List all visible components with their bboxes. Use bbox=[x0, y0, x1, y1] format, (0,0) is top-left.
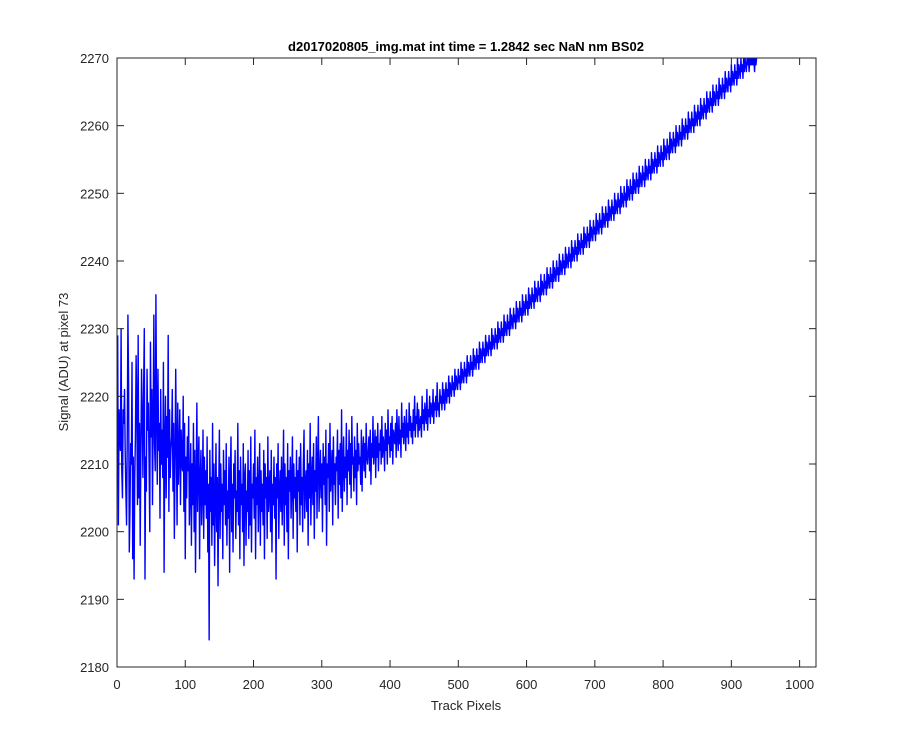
y-axis-label: Signal (ADU) at pixel 73 bbox=[56, 293, 71, 432]
x-axis-ticks: 0 100 200 300 400 500 600 700 800 900 1000 bbox=[113, 58, 814, 692]
y-tick-label: 2270 bbox=[80, 51, 109, 66]
chart-title: d2017020805_img.mat int time = 1.2842 se… bbox=[288, 39, 644, 54]
y-axis-ticks: 2180 2190 2200 2210 2220 2230 2240 2250 2260 2270 bbox=[80, 51, 816, 675]
axes-box bbox=[116, 57, 817, 668]
x-tick-label: 900 bbox=[721, 677, 743, 692]
y-tick-label: 2220 bbox=[80, 389, 109, 404]
x-tick-label: 700 bbox=[584, 677, 606, 692]
signal-series-line bbox=[117, 58, 758, 641]
y-tick-label: 2200 bbox=[80, 525, 109, 540]
y-tick-label: 2250 bbox=[80, 186, 109, 201]
x-axis-label: Track Pixels bbox=[431, 698, 502, 713]
y-tick-label: 2240 bbox=[80, 254, 109, 269]
y-tick-label: 2230 bbox=[80, 322, 109, 337]
y-tick-label: 2210 bbox=[80, 457, 109, 472]
x-tick-label: 500 bbox=[447, 677, 469, 692]
x-tick-label: 400 bbox=[379, 677, 401, 692]
y-tick-label: 2260 bbox=[80, 119, 109, 134]
x-tick-label: 0 bbox=[113, 677, 120, 692]
y-tick-label: 2180 bbox=[80, 660, 109, 675]
x-tick-label: 100 bbox=[174, 677, 196, 692]
x-tick-label: 800 bbox=[652, 677, 674, 692]
x-tick-label: 600 bbox=[516, 677, 538, 692]
x-tick-label: 200 bbox=[243, 677, 265, 692]
y-tick-label: 2190 bbox=[80, 592, 109, 607]
x-tick-label: 300 bbox=[311, 677, 333, 692]
x-tick-label: 1000 bbox=[785, 677, 814, 692]
